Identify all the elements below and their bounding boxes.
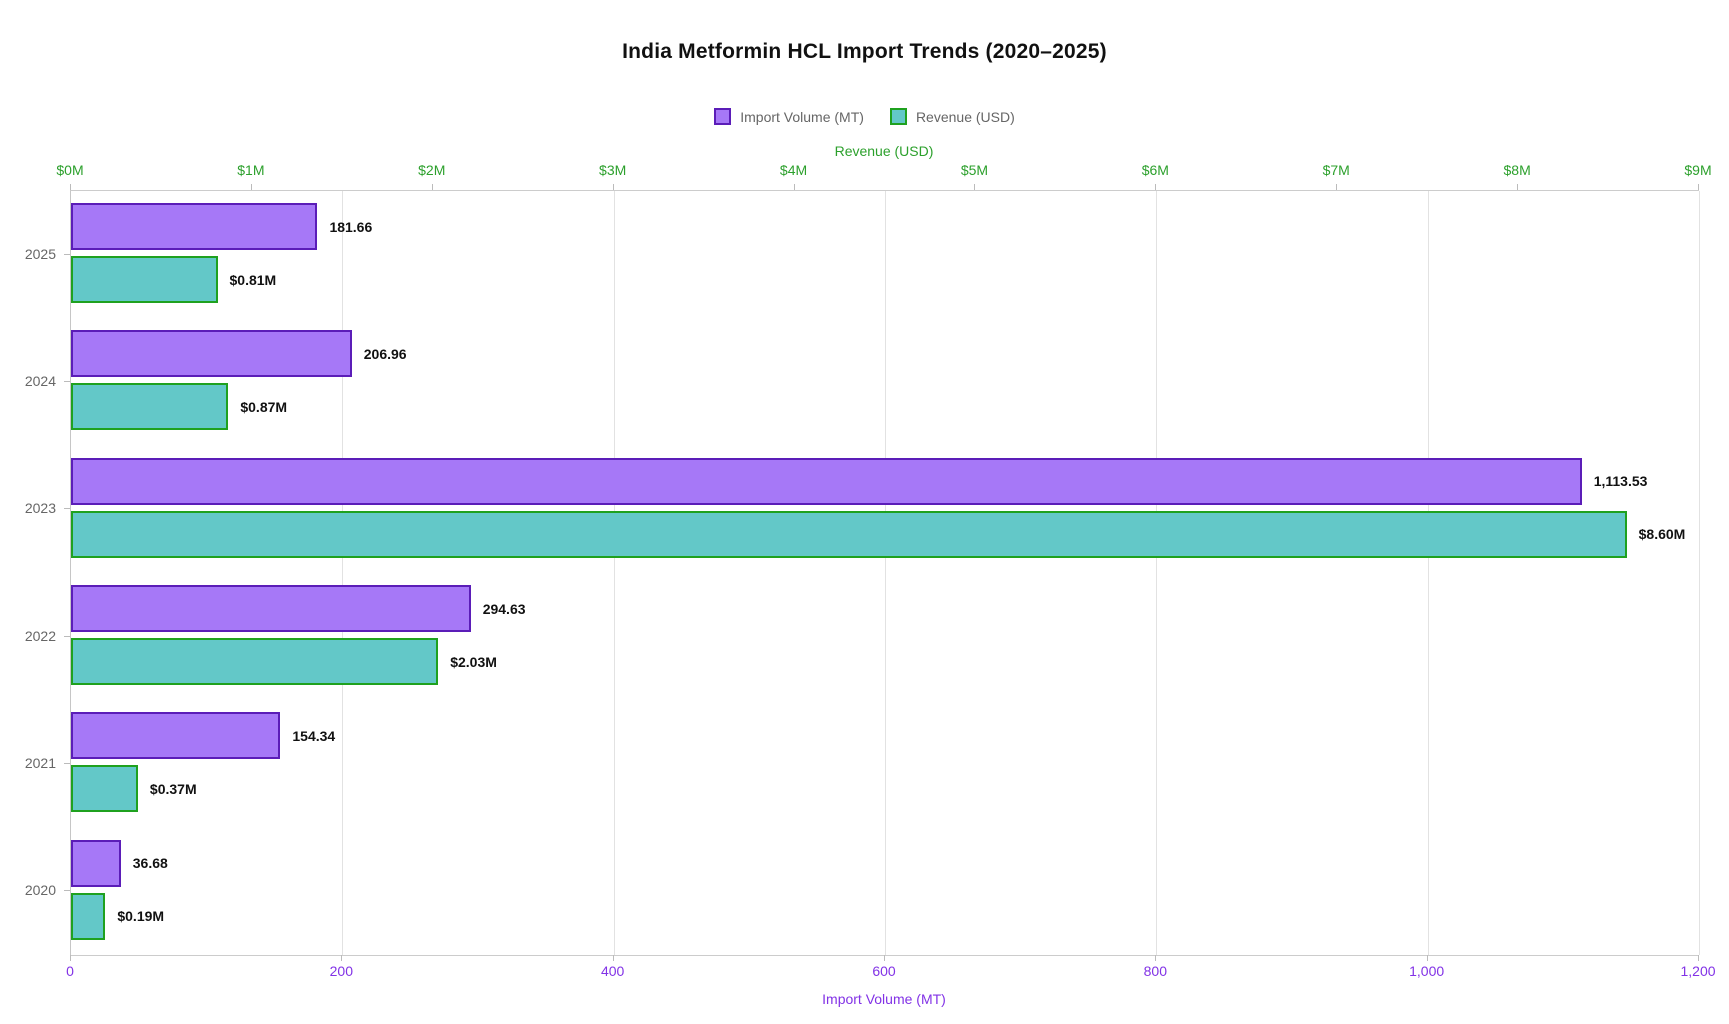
- bar-import-volume-2025[interactable]: [71, 203, 318, 250]
- bottom-axis-tickmark: [884, 955, 885, 961]
- bottom-axis-tick-label: 600: [872, 963, 896, 979]
- y-axis-label-2020: 2020: [24, 882, 56, 899]
- top-axis-tick-label: $6M: [1141, 162, 1169, 178]
- bottom-axis-tickmark: [1698, 955, 1699, 961]
- top-axis-tick-label: $4M: [779, 162, 808, 178]
- bar-import-volume-2022[interactable]: [71, 585, 471, 632]
- top-axis-tick-label: $0M: [56, 162, 84, 178]
- legend: Import Volume (MT) Revenue (USD): [0, 108, 1729, 125]
- value-label-import-volume-2023: 1,113.53: [1593, 473, 1648, 490]
- value-label-import-volume-2024: 206.96: [363, 345, 407, 362]
- y-axis-tickmark: [64, 635, 70, 637]
- value-label-revenue-2023: $8.60M: [1638, 526, 1686, 543]
- gridline: [613, 191, 615, 955]
- legend-swatch-icon: [889, 108, 907, 125]
- bottom-axis-tick-label: 0: [66, 963, 74, 979]
- value-label-import-volume-2022: 294.63: [482, 600, 526, 617]
- top-axis-tickmark: [431, 184, 433, 190]
- bottom-axis-tickmark: [1426, 955, 1428, 961]
- bar-group-2021: 154.34 $0.37M: [71, 700, 1699, 827]
- bar-import-volume-2023[interactable]: [71, 457, 1582, 505]
- top-axis-title: Revenue (USD): [834, 143, 934, 159]
- value-label-revenue-2021: $0.37M: [149, 780, 197, 797]
- value-label-import-volume-2025: 181.66: [329, 218, 373, 235]
- top-axis-tickmark: [1155, 184, 1157, 190]
- bottom-axis-tick-label: 1,000: [1409, 963, 1445, 979]
- top-axis-tick-labels: $0M $1M $2M $3M $4M $5M $6M $7M $8M $9M: [56, 162, 1711, 178]
- top-axis-tick-label: $3M: [599, 162, 627, 178]
- bar-group-2025: 181.66 $0.81M: [71, 191, 1699, 318]
- bar-group-2020: 36.68 $0.19M: [71, 828, 1699, 955]
- top-axis-tick-label: $1M: [237, 162, 265, 178]
- bar-import-volume-2020[interactable]: [71, 839, 121, 887]
- bar-revenue-2020[interactable]: [71, 892, 106, 940]
- legend-item-import-volume[interactable]: Import Volume (MT): [714, 108, 864, 125]
- legend-item-revenue[interactable]: Revenue (USD): [889, 108, 1015, 125]
- y-axis-tickmark: [64, 381, 70, 382]
- bottom-axis-tickmark: [612, 955, 614, 961]
- gridline: [1156, 191, 1158, 955]
- bar-revenue-2024[interactable]: [71, 383, 229, 431]
- top-axis-tickmark: [1517, 184, 1519, 190]
- bottom-axis-title: Import Volume (MT): [822, 991, 946, 1007]
- top-axis-tickmark: [612, 184, 614, 190]
- y-axis-label-2024: 2024: [24, 373, 56, 389]
- bar-group-2023: 1,113.53 $8.60M: [71, 446, 1699, 573]
- legend-item-label: Import Volume (MT): [740, 108, 864, 125]
- bottom-axis-tickmark: [1155, 955, 1157, 961]
- bar-revenue-2025[interactable]: [71, 256, 218, 303]
- y-axis-label-2025: 2025: [24, 245, 56, 262]
- bar-revenue-2021[interactable]: [71, 765, 138, 813]
- value-label-import-volume-2020: 36.68: [132, 855, 168, 872]
- y-axis-label-2021: 2021: [24, 755, 56, 771]
- y-axis-tickmark: [64, 508, 70, 510]
- top-axis-tick-label: $9M: [1684, 162, 1712, 178]
- top-axis-tick-label: $2M: [418, 162, 446, 178]
- value-label-import-volume-2021: 154.34: [292, 727, 336, 744]
- value-label-revenue-2025: $0.81M: [229, 271, 277, 288]
- value-label-revenue-2020: $0.19M: [117, 908, 165, 925]
- value-label-revenue-2022: $2.03M: [450, 653, 497, 670]
- top-axis-tickmark: [250, 184, 252, 190]
- bottom-axis-tickmark: [70, 955, 71, 961]
- gridline: [885, 191, 886, 955]
- bottom-axis-tick-label: 1,200: [1680, 963, 1716, 979]
- y-axis-label-2023: 2023: [24, 500, 56, 517]
- bar-group-2022: 294.63 $2.03M: [71, 573, 1699, 700]
- value-label-revenue-2024: $0.87M: [240, 398, 288, 415]
- bar-import-volume-2024[interactable]: [71, 330, 352, 378]
- top-axis-tickmark: [1336, 184, 1338, 190]
- bar-revenue-2023[interactable]: [71, 510, 1627, 558]
- top-axis-tickmark: [974, 184, 976, 190]
- top-axis-tickmark: [793, 184, 795, 190]
- gridline: [1699, 191, 1700, 955]
- legend-swatch-icon: [714, 108, 732, 125]
- bar-import-volume-2021[interactable]: [71, 712, 281, 760]
- y-axis-label-2022: 2022: [24, 627, 56, 644]
- bottom-axis-tick-label: 200: [329, 963, 354, 979]
- y-axis-tickmark: [64, 763, 70, 764]
- gridline: [342, 191, 344, 955]
- top-axis-tickmark: [70, 184, 71, 190]
- chart-title: India Metformin HCL Import Trends (2020–…: [622, 40, 1107, 63]
- gridline: [1427, 191, 1429, 955]
- bar-revenue-2022[interactable]: [71, 638, 439, 685]
- bottom-axis-tick-label: 400: [600, 963, 625, 979]
- y-axis-tickmark: [64, 253, 70, 255]
- bottom-axis-tickmark: [341, 955, 343, 961]
- legend-item-label: Revenue (USD): [915, 108, 1015, 125]
- bottom-axis-tick-labels: 0 200 400 600 800 1,000 1,200: [66, 963, 1715, 979]
- top-axis-tick-label: $7M: [1322, 162, 1350, 178]
- top-axis-tickmark: [1698, 184, 1699, 190]
- top-axis-tick-label: $8M: [1503, 162, 1531, 178]
- top-axis-tick-label: $5M: [960, 162, 989, 178]
- bar-group-2024: 206.96 $0.87M: [71, 318, 1699, 445]
- y-axis-tickmark: [64, 890, 70, 892]
- bottom-axis-tick-label: 800: [1143, 963, 1168, 979]
- plot-area: 181.66 $0.81M 206.96 $0.87M 1,113.53 $8.60M 29…: [70, 190, 1700, 956]
